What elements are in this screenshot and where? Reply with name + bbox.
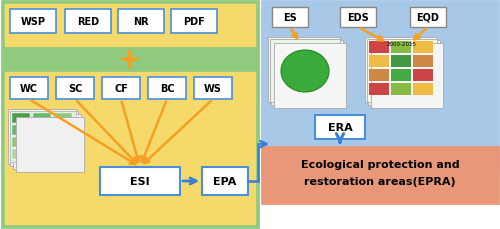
Bar (5, 73, 255, 224)
Bar (271, 41, 343, 106)
Bar (369, 70, 389, 82)
Bar (391, 56, 411, 68)
Bar (315, 115, 365, 139)
Bar (54, 137, 72, 147)
Text: BC: BC (160, 84, 174, 94)
Bar (340, 8, 376, 28)
Bar (410, 8, 446, 28)
Bar (194, 78, 232, 100)
Bar (262, 2, 498, 171)
Text: EQD: EQD (416, 13, 440, 23)
Bar (33, 137, 51, 147)
Bar (100, 167, 180, 195)
Bar (16, 117, 84, 172)
Bar (10, 78, 48, 100)
Bar (413, 56, 433, 68)
Bar (148, 78, 186, 100)
Bar (365, 38, 437, 103)
Bar (371, 44, 443, 109)
Text: WSP: WSP (20, 17, 46, 27)
Bar (391, 42, 411, 54)
Bar (56, 78, 94, 100)
Text: NR: NR (133, 17, 149, 27)
Bar (10, 112, 76, 162)
Bar (369, 56, 389, 68)
Bar (65, 10, 111, 34)
Text: CF: CF (114, 84, 128, 94)
Text: RED: RED (77, 17, 99, 27)
Ellipse shape (281, 51, 329, 93)
Bar (2, 2, 258, 227)
Bar (33, 114, 51, 123)
Text: ESI: ESI (130, 176, 150, 186)
Text: ES: ES (283, 13, 297, 23)
Bar (272, 8, 308, 28)
Bar (118, 10, 164, 34)
Bar (369, 42, 389, 54)
Bar (368, 41, 440, 106)
Bar (10, 112, 78, 166)
Bar (102, 78, 140, 100)
Text: ERA: ERA (328, 123, 352, 132)
Bar (8, 109, 76, 164)
Bar (54, 125, 72, 135)
Bar (413, 70, 433, 82)
Bar (369, 84, 389, 95)
Text: EPA: EPA (214, 176, 236, 186)
Bar (54, 149, 72, 159)
Text: WS: WS (204, 84, 222, 94)
Bar (268, 38, 340, 103)
Bar (391, 70, 411, 82)
Bar (12, 149, 30, 159)
Bar (54, 114, 72, 123)
Text: +: + (118, 46, 142, 74)
Text: SC: SC (68, 84, 82, 94)
Bar (413, 84, 433, 95)
Text: PDF: PDF (183, 17, 205, 27)
Bar (274, 44, 346, 109)
Bar (262, 147, 498, 203)
Bar (171, 10, 217, 34)
Text: EDS: EDS (347, 13, 369, 23)
Text: restoration areas(EPRA): restoration areas(EPRA) (304, 176, 456, 186)
Bar (33, 149, 51, 159)
Bar (367, 40, 437, 103)
Bar (270, 40, 340, 103)
Bar (13, 114, 81, 169)
Bar (5, 5, 255, 47)
Text: WC: WC (20, 84, 38, 94)
Bar (12, 137, 30, 147)
Text: 2000-2015: 2000-2015 (387, 42, 417, 47)
Bar (10, 10, 56, 34)
Bar (12, 125, 30, 135)
Bar (391, 84, 411, 95)
Bar (413, 42, 433, 54)
Bar (12, 114, 30, 123)
Bar (33, 125, 51, 135)
Text: Ecological protection and: Ecological protection and (300, 159, 460, 169)
Bar (202, 167, 248, 195)
